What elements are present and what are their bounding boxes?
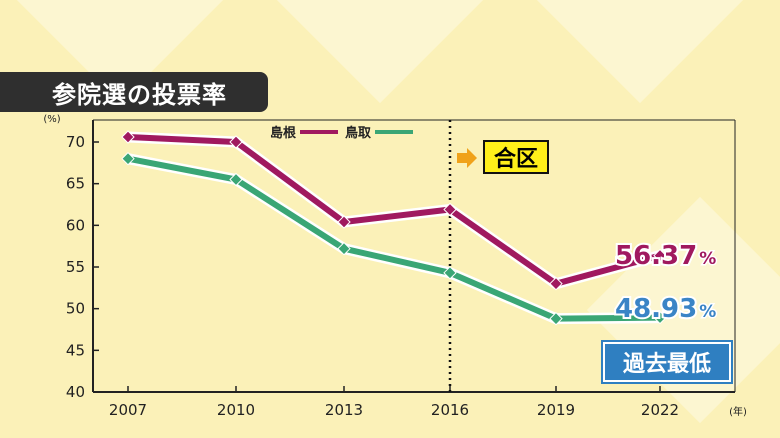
series-line-2	[127, 155, 661, 322]
data-point	[443, 266, 457, 280]
series-line-1	[127, 134, 661, 287]
x-tick-label: 2007	[109, 401, 147, 419]
y-tick-label: 55	[66, 258, 85, 276]
shimane-final-value: 56.37	[615, 241, 697, 271]
data-point	[121, 151, 135, 166]
merge-label: 合区	[483, 140, 549, 174]
data-point	[549, 311, 563, 326]
data-point	[443, 202, 457, 217]
y-tick-label: 50	[66, 300, 85, 318]
x-tick-label: 2022	[641, 401, 679, 419]
y-tick-label: 60	[66, 216, 85, 234]
x-tick-label: 2019	[537, 401, 575, 419]
y-tick-label: 45	[66, 341, 85, 359]
data-point	[653, 310, 667, 325]
y-tick-label: 65	[66, 175, 85, 193]
data-point	[653, 248, 667, 263]
data-point	[229, 172, 243, 187]
y-tick-label: 70	[66, 133, 85, 151]
y-tick-label: 40	[66, 383, 85, 401]
x-tick-label: 2010	[217, 401, 255, 419]
data-point	[549, 276, 563, 291]
data-point	[121, 130, 135, 144]
series-line-outline	[126, 153, 661, 325]
data-point	[337, 215, 351, 229]
x-tick-label: 2013	[325, 401, 363, 419]
chart-title: 参院選の投票率	[0, 72, 268, 112]
percent-sign: %	[699, 302, 716, 322]
record-low-label: 過去最低	[603, 342, 731, 382]
data-point	[229, 135, 243, 149]
y-unit-label: (%)	[43, 114, 60, 125]
data-point	[337, 241, 351, 256]
legend-label: 鳥取	[345, 125, 372, 141]
arrow-right-icon	[457, 148, 477, 168]
percent-sign: %	[699, 249, 716, 269]
tottori-final-value: 48.93	[615, 294, 697, 324]
x-unit-label: (年)	[729, 405, 747, 418]
legend-label: 島根	[270, 125, 297, 141]
x-tick-label: 2016	[431, 401, 469, 419]
